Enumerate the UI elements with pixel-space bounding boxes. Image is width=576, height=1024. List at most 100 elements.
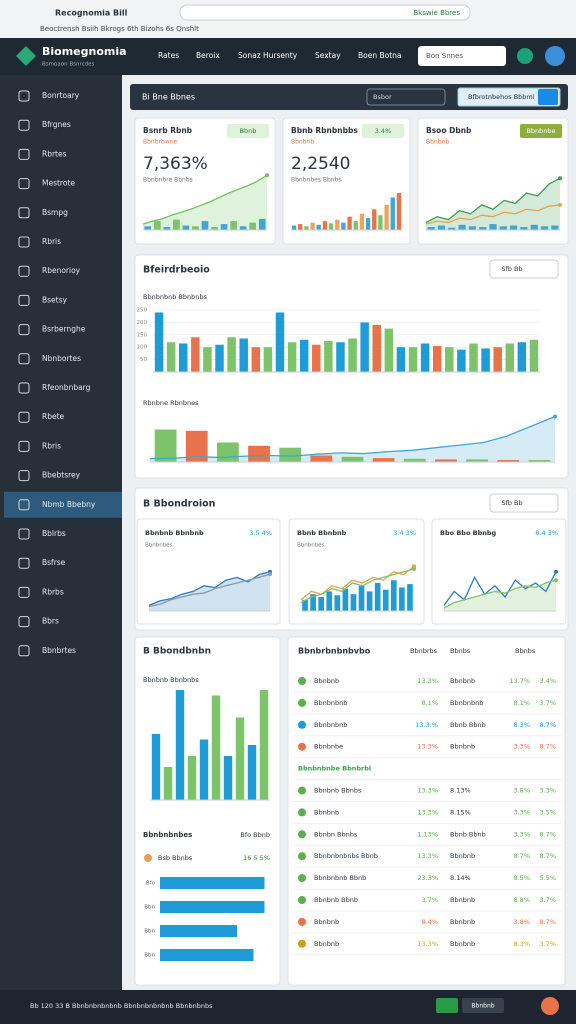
row-value: 8.5% [513, 874, 530, 882]
menu-item[interactable]: Bbrs [42, 617, 59, 626]
menu-item[interactable]: Rbris [42, 237, 61, 246]
bar [366, 591, 373, 611]
row-value: 8.7% [539, 852, 556, 860]
button-text: Bfbrotnbehos Bbbmi [468, 93, 535, 101]
hbar-label: Bbn [144, 953, 155, 959]
row-value: 8.14% [450, 874, 471, 882]
menu-item[interactable]: Bsrbernghe [42, 325, 86, 334]
bar [551, 225, 559, 230]
bar [529, 339, 539, 372]
control-text[interactable]: Sfb Bb [501, 265, 522, 273]
menu-item[interactable]: Nbmb Bbebny [42, 500, 96, 509]
bar [239, 338, 248, 372]
menu-item[interactable]: Bbebtsrey [42, 471, 81, 480]
row-value: 8.7% [513, 852, 530, 860]
bar [390, 197, 395, 230]
menu-item[interactable]: Rbete [42, 412, 65, 421]
menu-item[interactable]: Rfeonbnbarg [42, 383, 91, 392]
menu-icon [18, 382, 30, 394]
kpi-foot: Bbnbnbre Bbnbs [143, 177, 193, 184]
menu-item[interactable]: Bfrgnes [42, 120, 71, 129]
trend-badge: 8.4 3% [535, 529, 558, 537]
bar [372, 324, 381, 372]
row-value: 8.13% [450, 787, 471, 795]
button-icon[interactable] [538, 89, 558, 105]
y-tick-label: 100 [137, 345, 148, 351]
menu-item[interactable]: Rbrtes [42, 149, 67, 158]
footer-button-text[interactable]: Bbnbnb [471, 1003, 494, 1010]
row-value: 8.4% [421, 918, 438, 926]
nav-item[interactable]: Rates [158, 51, 179, 60]
row-icon [298, 742, 306, 751]
bar [247, 745, 257, 800]
kpi-badge [227, 124, 269, 138]
bar [396, 193, 402, 230]
bar [259, 690, 269, 800]
row-value: 3.7% [539, 699, 556, 707]
toolbar-input[interactable] [366, 88, 446, 106]
bar [163, 767, 173, 800]
bar [399, 587, 405, 611]
row-value: 3.8% [513, 918, 530, 926]
tab-title: Recognomia Bill [55, 9, 128, 18]
bar [211, 227, 218, 230]
control[interactable] [489, 259, 559, 279]
toolbar-button[interactable] [457, 87, 561, 107]
row-value: Bbnb Bbnb [450, 830, 486, 838]
menu-item[interactable]: Rbris [42, 441, 61, 450]
footer-avatar[interactable] [541, 997, 559, 1015]
row-value: 3.3% [539, 787, 556, 795]
row-icon [298, 896, 306, 904]
nav-item[interactable]: Boen Botna [358, 51, 402, 60]
address-bar[interactable] [179, 4, 471, 21]
menu-item[interactable]: Bbnbrtes [42, 646, 76, 655]
footer-button[interactable] [436, 998, 458, 1013]
nav-item[interactable]: Sonaz Hursenty [238, 51, 298, 60]
area [143, 175, 267, 230]
bar [384, 204, 389, 230]
menu-item[interactable]: Nbnbortes [42, 354, 81, 363]
browser-action[interactable]: Bkswie Bbres [413, 9, 460, 17]
bar [372, 209, 377, 230]
row-value: 8.3% [513, 940, 530, 948]
bar [517, 342, 527, 372]
menu-item[interactable]: Rbenorioy [42, 266, 81, 275]
menu-item[interactable]: Rbrbs [42, 587, 64, 596]
row-name: Bbnbnbnb Bbnb [314, 874, 366, 882]
menu-item[interactable]: Mestrote [42, 179, 75, 188]
bar [374, 583, 381, 611]
nav-item[interactable]: Beroix [196, 51, 220, 60]
bar [192, 226, 199, 230]
notification-button[interactable] [517, 48, 533, 64]
list-aside: Bfo Bbnb [240, 831, 270, 839]
row-value: 8.1% [513, 699, 530, 707]
row-value: 8.7% [539, 918, 556, 926]
chart-subtitle: Bbnbnb Bbnbnbs [143, 676, 199, 684]
bar [407, 584, 413, 611]
menu-item[interactable]: Bsetsy [42, 295, 68, 304]
bar [432, 345, 442, 372]
bar [466, 459, 489, 462]
search-box[interactable] [418, 46, 506, 66]
bar [201, 221, 209, 230]
row-value: 8.7% [539, 743, 556, 751]
menu-icon [18, 207, 30, 219]
bar [497, 460, 520, 462]
menu-item[interactable]: Bblrbs [42, 529, 66, 538]
bar [328, 223, 334, 230]
nav-item[interactable]: Sextay [315, 51, 341, 60]
kpi-value: 2,2540 [291, 154, 350, 174]
menu-icon [18, 265, 30, 277]
menu-item[interactable]: Bsfrse [42, 558, 66, 567]
menu-icon [18, 90, 30, 102]
avatar[interactable] [545, 46, 565, 66]
footer-button[interactable] [462, 998, 504, 1013]
hbar-label: Bbn [144, 929, 155, 935]
menu-item[interactable]: Bsmpg [42, 208, 68, 217]
y-tick-label: 150 [137, 332, 148, 338]
control-text[interactable]: Sfb Bb [501, 499, 522, 507]
row-value: 3.7% [539, 940, 556, 948]
menu-item[interactable]: Bonrtoary [42, 91, 80, 100]
bar [216, 442, 239, 462]
control[interactable] [489, 493, 559, 513]
